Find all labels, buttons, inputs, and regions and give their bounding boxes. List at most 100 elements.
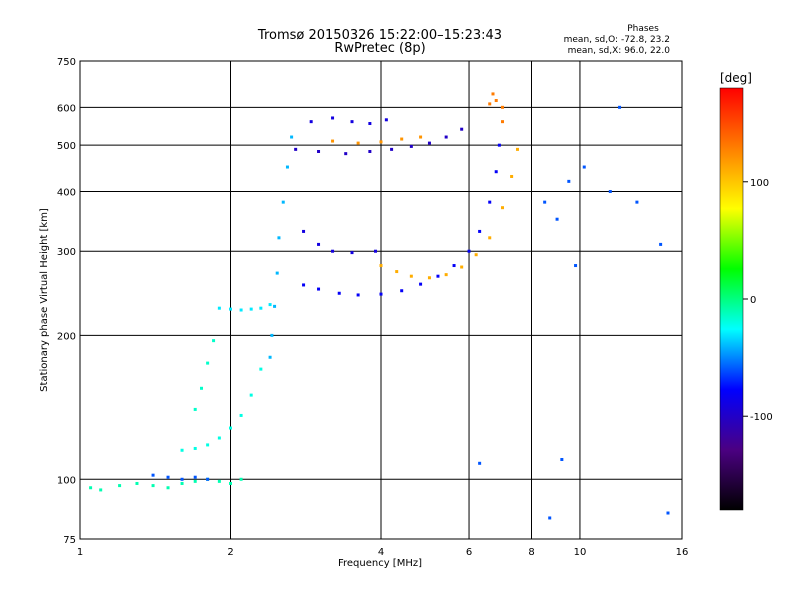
data-point <box>555 217 559 221</box>
data-point <box>229 307 232 311</box>
data-point <box>478 229 482 233</box>
data-point <box>277 236 281 240</box>
data-point <box>543 200 547 204</box>
legend-title: Phases <box>627 24 659 34</box>
data-point <box>515 147 519 151</box>
legend-o: mean, sd,O: -72.8, 23.2 <box>564 35 670 45</box>
data-point <box>259 367 263 371</box>
data-point <box>488 102 492 106</box>
data-point <box>331 116 335 120</box>
data-point <box>548 516 552 520</box>
data-point <box>317 287 321 291</box>
data-point <box>488 200 492 204</box>
data-point <box>635 200 639 204</box>
y-axis-ticks: 75 100 200 300 400 500 600 750 <box>57 57 76 546</box>
x-tick-label: 6 <box>466 547 472 558</box>
x-tick-label: 4 <box>378 547 384 558</box>
data-point <box>400 137 404 141</box>
data-point <box>268 303 272 307</box>
data-point <box>452 264 456 268</box>
data-point <box>560 457 564 461</box>
plot-frame <box>79 60 683 540</box>
data-point <box>270 333 274 337</box>
data-point <box>409 144 413 148</box>
y-axis-label: Stationary phase Virtual Height [km] <box>39 208 50 392</box>
data-point <box>350 251 354 255</box>
data-point <box>206 443 210 447</box>
data-point <box>206 477 210 481</box>
colorbar <box>719 87 744 511</box>
data-point <box>99 488 103 492</box>
data-point <box>249 393 253 397</box>
data-point <box>249 307 253 311</box>
data-point <box>166 486 170 490</box>
legend-x: mean, sd,X: 96.0, 22.0 <box>568 46 671 56</box>
data-point <box>259 306 263 310</box>
data-point <box>510 174 514 178</box>
data-point <box>494 170 498 174</box>
data-point <box>478 461 482 465</box>
chart-title: Tromsø 20150326 15:22:00–15:23:43 <box>257 28 502 43</box>
x-tick-label: 10 <box>574 547 587 558</box>
data-point <box>409 274 413 278</box>
data-point <box>395 270 399 274</box>
chart-subtitle: RwPretec (8p) <box>334 41 425 56</box>
data-point <box>217 479 221 483</box>
data-point <box>151 473 155 477</box>
y-tick-label: 300 <box>57 247 76 258</box>
data-point <box>212 339 216 343</box>
data-point <box>567 179 571 183</box>
data-point <box>368 149 372 153</box>
data-point <box>501 120 505 124</box>
data-point <box>618 105 622 109</box>
colorbar-ticks: 100 0 -100 <box>743 178 773 423</box>
colorbar-tick-label: 100 <box>750 178 769 189</box>
data-point <box>239 477 243 481</box>
colorbar-label: [deg] <box>720 71 752 85</box>
data-point <box>384 118 388 122</box>
data-point <box>239 413 243 417</box>
data-point <box>460 265 464 269</box>
data-point <box>239 308 243 312</box>
data-point <box>193 446 197 450</box>
data-point <box>193 475 197 479</box>
y-tick-label: 200 <box>57 331 76 342</box>
data-point <box>206 361 210 365</box>
data-point <box>368 122 372 126</box>
data-point <box>400 289 404 293</box>
x-tick-label: 1 <box>77 547 83 558</box>
x-axis-label: Frequency [MHz] <box>338 558 422 569</box>
data-point <box>350 120 354 124</box>
data-point <box>317 149 321 153</box>
y-tick-label: 100 <box>57 475 76 486</box>
data-point <box>309 120 313 124</box>
data-point <box>180 477 184 481</box>
colorbar-tick-label: -100 <box>750 412 773 423</box>
y-tick-label: 600 <box>57 103 76 114</box>
data-point <box>331 139 335 143</box>
data-point <box>200 386 204 390</box>
data-point <box>118 484 122 488</box>
data-point <box>419 135 423 139</box>
data-point <box>374 249 378 253</box>
data-point <box>436 274 440 278</box>
data-point <box>356 293 360 297</box>
grid-lines <box>80 61 682 539</box>
data-point <box>356 141 360 145</box>
colorbar-tick-label: 0 <box>750 295 756 306</box>
data-point <box>379 264 383 268</box>
data-point <box>217 436 221 440</box>
data-point <box>217 306 221 310</box>
y-tick-label: 500 <box>57 141 76 152</box>
data-point <box>344 152 348 156</box>
data-point <box>317 242 321 246</box>
data-point <box>151 484 155 488</box>
data-point <box>467 249 471 253</box>
data-point <box>275 271 279 275</box>
data-point <box>474 253 478 257</box>
data-point <box>608 189 612 193</box>
data-point <box>379 292 383 296</box>
y-tick-label: 75 <box>63 535 76 546</box>
data-point <box>379 140 383 144</box>
data-point <box>337 291 341 295</box>
